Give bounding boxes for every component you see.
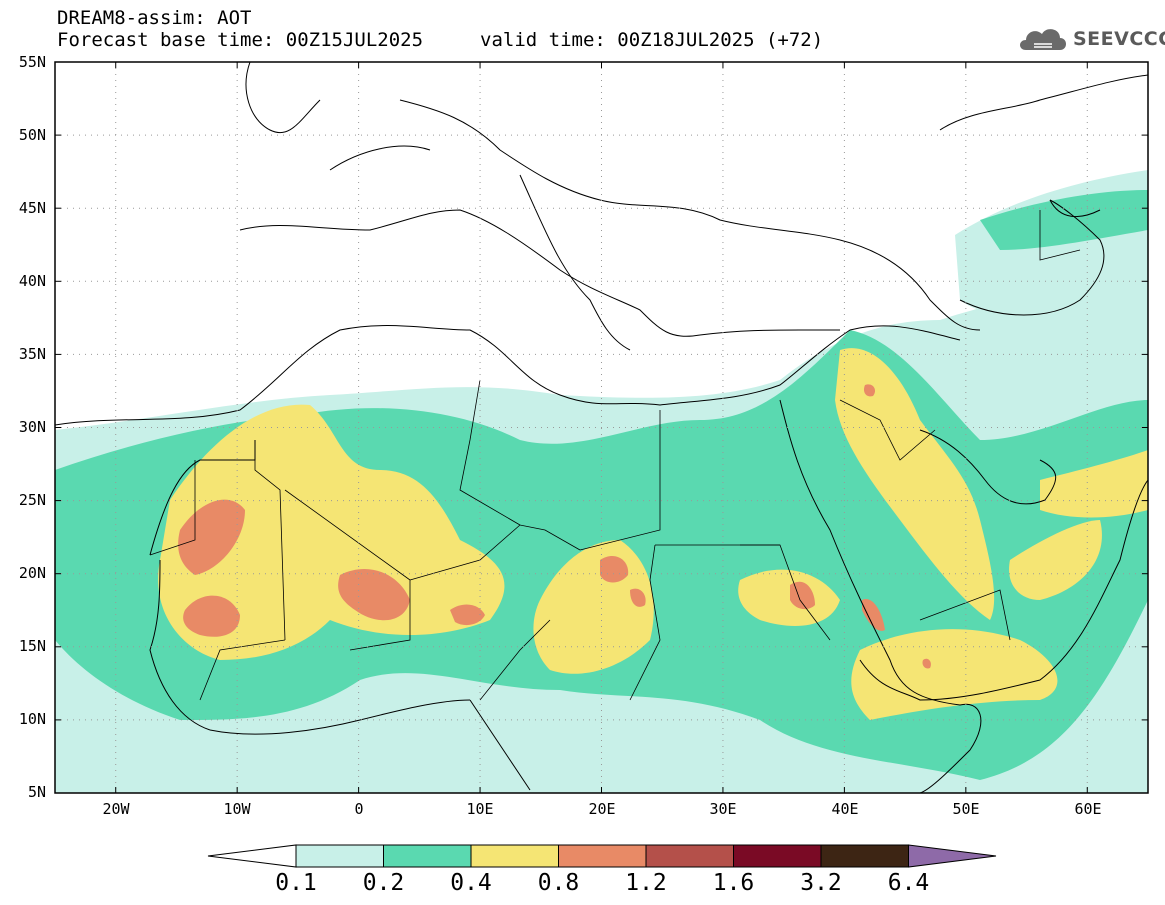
lat-label: 40N [18,272,46,290]
colorbar-label: 1.6 [712,870,755,896]
aot-field-0.4 [158,348,1148,720]
map-ticks [55,61,1148,794]
valid-time: valid time: 00Z18JUL2025 (+72) [480,29,824,51]
country-borders [149,210,1081,701]
lon-label: 20W [102,800,130,818]
colorbar-label: 0.4 [450,870,492,896]
colorbar-label: 6.4 [887,870,930,896]
lat-label: 5N [27,783,46,801]
lat-label: 25N [18,491,46,509]
colorbar-label: 0.1 [275,870,317,896]
logo-text: SEEVCCC [1073,28,1165,50]
colorbar-label: 0.2 [362,870,405,896]
lon-label: 0 [354,800,364,818]
forecast-base-time: Forecast base time: 00Z15JUL2025 [57,29,424,51]
map-grid [55,62,1148,793]
lon-label: 30E [709,800,737,818]
lat-label: 20N [18,564,46,582]
aot-fields [55,170,1148,793]
lon-label: 10E [466,800,494,818]
lat-label: 10N [18,710,46,728]
lat-label: 50N [18,126,46,144]
colorbar-label: 3.2 [800,870,842,896]
lon-label: 10W [223,800,251,818]
cloud-icon [1020,29,1066,50]
lon-label: 60E [1074,800,1102,818]
seevccc-logo: SEEVCCC [1016,22,1165,58]
map-title: DREAM8-assim: AOT [57,7,252,29]
lon-label: 20E [588,800,616,818]
lon-label: 50E [952,800,980,818]
lat-label: 15N [18,637,46,655]
lat-label: 55N [18,53,46,71]
colorbar-label: 1.2 [625,870,667,896]
lat-label: 45N [18,199,46,217]
colorbar-label: 0.8 [537,870,580,896]
lat-label: 30N [18,418,46,436]
lat-label: 35N [18,345,46,363]
lon-label: 40E [831,800,859,818]
